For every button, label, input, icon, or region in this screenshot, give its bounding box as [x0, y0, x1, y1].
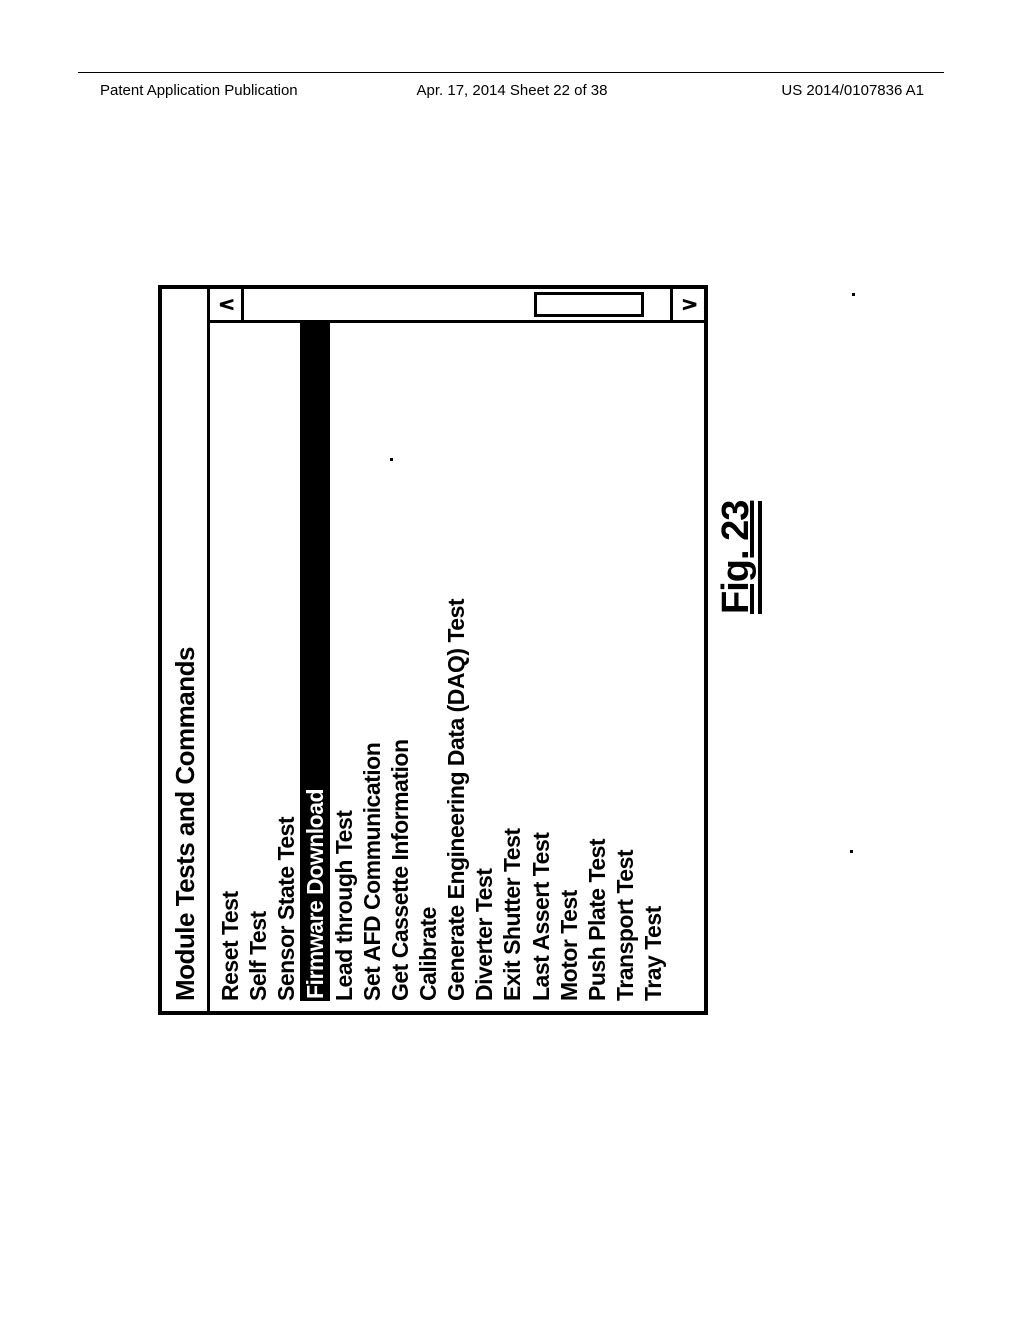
module-tests-panel: Module Tests and Commands Reset Test Sel… [158, 285, 708, 1015]
list-item-label: Reset Test [217, 891, 243, 1001]
list-item[interactable]: Calibrate [414, 323, 442, 1001]
command-list[interactable]: Reset Test Self Test Sensor State Test F… [210, 323, 704, 1011]
list-item[interactable]: Reset Test [216, 323, 244, 1001]
scrollbar-thumb[interactable] [534, 292, 644, 317]
list-item-selected[interactable]: Firmware Download [300, 323, 330, 1001]
list-item-label: Lead through Test [331, 811, 357, 1001]
list-item-label: Diverter Test [471, 869, 497, 1001]
list-item[interactable]: Motor Test [555, 323, 583, 1001]
list-item[interactable]: Diverter Test [470, 323, 498, 1001]
header-right-text: US 2014/0107836 A1 [781, 82, 924, 99]
speck-icon [850, 850, 853, 853]
list-item-label: Calibrate [415, 907, 441, 1001]
list-item[interactable]: Push Plate Test [583, 323, 611, 1001]
scroll-down-button[interactable]: ∨ [670, 289, 704, 320]
figure-container: Module Tests and Commands Reset Test Sel… [158, 285, 708, 1015]
header-rule [78, 72, 944, 73]
chevron-up-icon: ∧ [213, 296, 239, 312]
speck-icon [852, 293, 855, 296]
scrollbar[interactable]: ∧ ∨ [210, 289, 704, 323]
list-item-label: Exit Shutter Test [499, 828, 525, 1001]
list-item-label: Generate Engineering Data (DAQ) Test [443, 599, 469, 1001]
list-item[interactable]: Self Test [244, 323, 272, 1001]
list-item-label: Motor Test [556, 890, 582, 1001]
speck-icon [390, 458, 393, 461]
list-item-label: Push Plate Test [584, 839, 610, 1001]
list-item-label: Self Test [245, 911, 271, 1001]
list-item[interactable]: Get Cassette Information [386, 323, 414, 1001]
scroll-up-button[interactable]: ∧ [210, 289, 244, 320]
list-item[interactable]: Set AFD Communication [358, 323, 386, 1001]
page: Patent Application Publication Apr. 17, … [0, 0, 1024, 1320]
list-item-label: Transport Test [612, 850, 638, 1001]
panel-title: Module Tests and Commands [162, 289, 210, 1011]
chevron-down-icon: ∨ [676, 296, 702, 312]
list-item[interactable]: Transport Test [611, 323, 639, 1001]
list-item[interactable]: Exit Shutter Test [498, 323, 526, 1001]
rotated-panel-wrap: Module Tests and Commands Reset Test Sel… [158, 285, 708, 1015]
list-item-label: Firmware Download [302, 789, 328, 999]
list-item[interactable]: Generate Engineering Data (DAQ) Test [442, 323, 470, 1001]
list-item[interactable]: Sensor State Test [272, 323, 300, 1001]
list-item-label: Last Assert Test [528, 833, 554, 1001]
list-item-label: Get Cassette Information [387, 740, 413, 1002]
list-item[interactable]: Last Assert Test [527, 323, 555, 1001]
list-item-label: Sensor State Test [273, 817, 299, 1001]
list-item[interactable]: Lead through Test [330, 323, 358, 1001]
figure-caption: Fig. 23 [715, 501, 762, 614]
list-item-label: Tray Test [640, 906, 666, 1001]
scrollbar-track[interactable] [244, 289, 670, 320]
panel-body: Reset Test Self Test Sensor State Test F… [210, 289, 704, 1011]
list-item[interactable]: Tray Test [639, 323, 667, 1001]
list-item-label: Set AFD Communication [359, 743, 385, 1001]
